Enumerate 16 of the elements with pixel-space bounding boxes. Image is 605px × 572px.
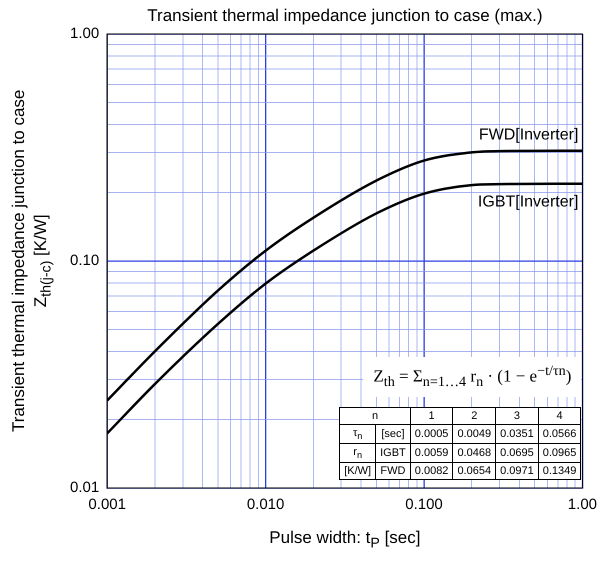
x-axis-title: Pulse width: t$_{P}$ [sec] (269, 528, 420, 552)
text: r$_{n}$ IGBT 0.0059 0.0468 0.0695 0.0965 (353, 446, 576, 460)
text: Z$_{th}$ = Σ$_{n=1…4}$ r$_{n}$ · (1 − e$^{−t/τn}$) (373, 363, 572, 390)
x-tick-label: 1.00 (568, 496, 598, 514)
text: τ$_{n}$ [sec] 0.0005 0.0049 0.0351 0.0566 (352, 427, 576, 442)
series-label: IGBT[Inverter] (478, 194, 578, 211)
text: n 1 2 3 4 (372, 410, 563, 422)
y-tick-label: 1.00 (70, 25, 100, 42)
series-label: FWD[Inverter] (478, 126, 578, 144)
x-tick-label: 0.010 (246, 496, 284, 514)
y-tick-label: 0.10 (70, 252, 100, 270)
chart-title: Transient thermal impedance junction to case (max.) (147, 6, 543, 26)
x-tick-label: 0.001 (88, 496, 126, 514)
x-tick-label: 0.100 (405, 496, 443, 514)
annotation: [K/W] FWD 0.0082 0.0654 0.0971 0.1349 (343, 464, 578, 480)
y-tick-label: 0.01 (70, 479, 100, 496)
